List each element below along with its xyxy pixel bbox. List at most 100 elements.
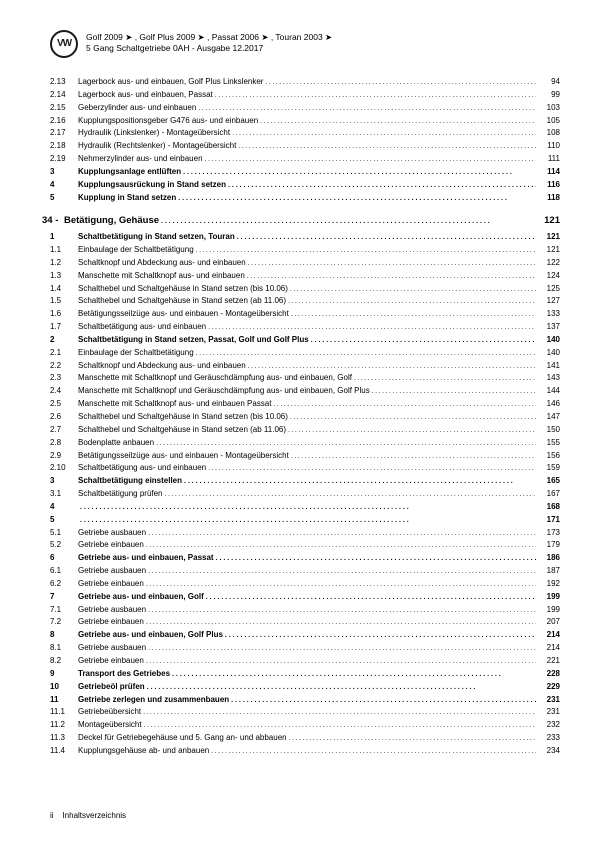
toc-number: 2.15 (50, 102, 78, 114)
toc-row-bold: 5Kupplung in Stand setzen118 (50, 192, 560, 205)
toc-leader-dots (146, 578, 536, 591)
toc-number: 1.7 (50, 321, 78, 333)
toc-row: 2.8Bodenplatte anbauen155 (50, 437, 560, 450)
toc-row: 2.9Betätigungsseilzüge aus- und einbauen… (50, 450, 560, 463)
toc-number: 2.8 (50, 437, 78, 449)
toc-row-bold: 3Schaltbetätigung einstellen165 (50, 475, 560, 488)
toc-leader-dots (265, 76, 536, 89)
toc-row: 2.18Hydraulik (Rechtslenker) - Montageüb… (50, 140, 560, 153)
toc-page: 214 (538, 642, 560, 654)
toc-page: 167 (538, 488, 560, 500)
toc-page: 231 (538, 706, 560, 718)
toc-page: 94 (538, 76, 560, 88)
page-header: VW Golf 2009 ➤ , Golf Plus 2009 ➤ , Pass… (50, 30, 560, 58)
toc-leader-dots (198, 102, 536, 115)
toc-number: 2.10 (50, 462, 78, 474)
toc-leader-dots (215, 89, 536, 102)
toc-row: 7.2Getriebe einbauen207 (50, 616, 560, 629)
toc-row: 2.2Schaltknopf und Abdeckung aus- und ei… (50, 360, 560, 373)
toc-title: Getriebe einbauen (78, 539, 144, 551)
toc-title: Kupplungspositionsgeber G476 aus- und ei… (78, 115, 258, 127)
toc-page: 207 (538, 616, 560, 628)
toc-number: 2.14 (50, 89, 78, 101)
toc-title: Getriebe aus- und einbauen, Passat (78, 552, 214, 564)
toc-number: 1.6 (50, 308, 78, 320)
toc-number: 2.7 (50, 424, 78, 436)
toc-leader-dots (178, 192, 536, 205)
toc-page: 232 (538, 719, 560, 731)
toc-leader-dots (205, 153, 536, 166)
toc-leader-dots (372, 385, 536, 398)
toc-title: Getriebe ausbauen (78, 604, 146, 616)
toc-title: Geberzylinder aus- und einbauen (78, 102, 196, 114)
toc-leader-dots (148, 604, 536, 617)
toc-leader-dots (80, 501, 536, 514)
toc-row-bold: 9Transport des Getriebes228 (50, 668, 560, 681)
toc-title: Schalthebel und Schaltgehäuse in Stand s… (78, 424, 286, 436)
toc-page: 228 (538, 668, 560, 680)
toc-page: 111 (538, 153, 560, 165)
toc-page: 121 (538, 214, 560, 229)
toc-leader-dots (237, 231, 536, 244)
toc-section-head: 34 -Betätigung, Gehäuse121 (42, 214, 560, 229)
toc-leader-dots (248, 257, 536, 270)
toc-leader-dots (311, 334, 536, 347)
toc-page: 192 (538, 578, 560, 590)
toc-row-bold: 6Getriebe aus- und einbauen, Passat186 (50, 552, 560, 565)
vw-logo-icon: VW (50, 30, 78, 58)
toc-title: Schaltbetätigung aus- und einbauen (78, 321, 206, 333)
toc-row-bold: 10Getriebeöl prüfen229 (50, 681, 560, 694)
toc-section-title: Betätigung, Gehäuse (64, 214, 159, 229)
toc-title: Montageübersicht (78, 719, 142, 731)
toc-row: 8.2Getriebe einbauen221 (50, 655, 560, 668)
toc-leader-dots (289, 732, 536, 745)
toc-title: Getriebe aus- und einbauen, Golf Plus (78, 629, 223, 641)
page-footer: ii Inhaltsverzeichnis (50, 811, 126, 820)
toc-page: 168 (538, 501, 560, 513)
toc-number: 1.1 (50, 244, 78, 256)
toc-leader-dots (196, 347, 536, 360)
toc-page: 186 (538, 552, 560, 564)
toc-number: 2.4 (50, 385, 78, 397)
toc-leader-dots (208, 462, 536, 475)
toc-row: 2.3Manschette mit Schaltknopf und Geräus… (50, 372, 560, 385)
toc-row: 2.15Geberzylinder aus- und einbauen 103 (50, 102, 560, 115)
toc-page: 233 (538, 732, 560, 744)
toc-row: 6.1Getriebe ausbauen187 (50, 565, 560, 578)
toc-leader-dots (183, 166, 536, 179)
toc-number: 11 (50, 694, 78, 706)
toc-number: 5 (50, 514, 78, 526)
toc-number: 8 (50, 629, 78, 641)
toc-leader-dots (206, 591, 536, 604)
toc-leader-dots (148, 642, 536, 655)
toc-number: 9 (50, 668, 78, 680)
toc-page: 171 (538, 514, 560, 526)
toc-number: 5.1 (50, 527, 78, 539)
toc-number: 10 (50, 681, 78, 693)
toc-row: 11.1Getriebeübersicht231 (50, 706, 560, 719)
toc-title: Schaltbetätigung aus- und einbauen (78, 462, 206, 474)
toc-number: 6.2 (50, 578, 78, 590)
toc-title: Deckel für Getriebegehäuse und 5. Gang a… (78, 732, 287, 744)
toc-row: 1.7Schaltbetätigung aus- und einbauen137 (50, 321, 560, 334)
toc-title: Schaltknopf und Abdeckung aus- und einba… (78, 257, 246, 269)
toc-page: 103 (538, 102, 560, 114)
toc-row: 2.14Lagerbock aus- und einbauen, Passat9… (50, 89, 560, 102)
toc-leader-dots (232, 127, 536, 140)
toc-leader-dots (291, 308, 536, 321)
toc-page: 110 (538, 140, 560, 152)
toc-leader-dots (273, 398, 536, 411)
toc-title: Getriebe ausbauen (78, 642, 146, 654)
toc-row-bold: 3Kupplungsanlage entlüften114 (50, 166, 560, 179)
toc-row: 6.2Getriebe einbauen192 (50, 578, 560, 591)
toc-title: Getriebe ausbauen (78, 565, 146, 577)
toc-number: 4 (50, 179, 78, 191)
toc-leader-dots (148, 565, 536, 578)
toc-number: 11.2 (50, 719, 78, 731)
toc-row: 2.6Schalthebel und Schaltgehäuse in Stan… (50, 411, 560, 424)
toc-page: 105 (538, 115, 560, 127)
toc-row-bold: 7Getriebe aus- und einbauen, Golf199 (50, 591, 560, 604)
toc-title: Schaltbetätigung prüfen (78, 488, 163, 500)
toc-leader-dots (291, 450, 536, 463)
toc-title: Schaltbetätigung in Stand setzen, Touran (78, 231, 235, 243)
